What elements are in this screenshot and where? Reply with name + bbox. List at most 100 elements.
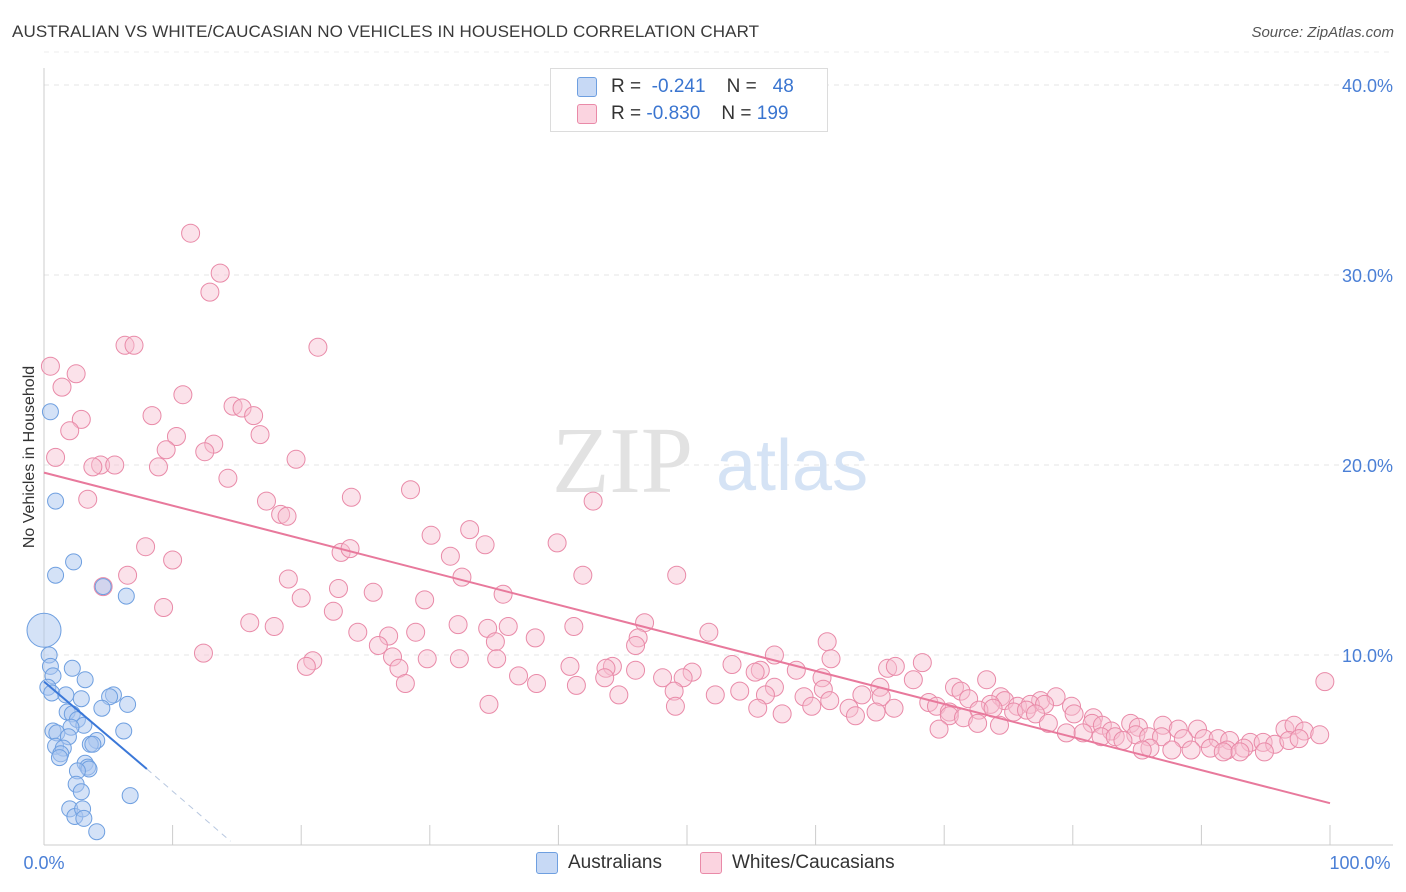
data-point-whites xyxy=(839,698,859,718)
data-point-whites xyxy=(951,681,971,701)
data-point-whites xyxy=(772,704,792,724)
legend-r-value: -0.241 xyxy=(651,76,706,97)
data-point-whites xyxy=(91,455,111,475)
data-point-whites xyxy=(415,590,435,610)
legend-n-label: N = xyxy=(726,76,757,97)
data-point-whites xyxy=(401,480,421,500)
data-point-whites xyxy=(817,632,837,652)
data-point-whites xyxy=(341,487,361,507)
data-point-whites xyxy=(156,440,176,460)
data-point-whites xyxy=(1038,713,1058,733)
legend-row-whites: R = -0.830 N = 199 xyxy=(577,103,788,125)
data-point-australians xyxy=(72,783,90,801)
data-point-australians xyxy=(41,403,59,421)
data-point-whites xyxy=(136,537,156,557)
data-point-whites xyxy=(745,662,765,682)
data-point-whites xyxy=(1046,687,1066,707)
trendline-australians xyxy=(43,680,148,770)
data-point-whites xyxy=(296,656,316,676)
data-point-whites xyxy=(673,668,693,688)
x-ticks xyxy=(172,825,1331,845)
data-point-whites xyxy=(968,713,988,733)
data-point-australians xyxy=(84,735,102,753)
series-australians-points xyxy=(26,403,139,841)
data-point-whites xyxy=(142,406,162,426)
data-point-whites xyxy=(479,694,499,714)
data-point-whites xyxy=(573,565,593,585)
data-point-whites xyxy=(485,632,505,652)
data-point-whites xyxy=(148,457,168,477)
data-point-whites xyxy=(852,685,872,705)
data-point-whites xyxy=(1073,723,1093,743)
data-point-whites xyxy=(105,455,125,475)
data-point-whites xyxy=(653,668,673,688)
data-point-whites xyxy=(699,622,719,642)
data-point-whites xyxy=(475,535,495,555)
data-point-whites xyxy=(730,681,750,701)
data-point-whites xyxy=(308,337,328,357)
data-point-australians xyxy=(119,695,137,713)
legend-swatch-australians xyxy=(577,77,597,97)
data-point-whites xyxy=(83,457,103,477)
data-point-whites xyxy=(66,364,86,384)
data-point-australians xyxy=(76,671,94,689)
data-point-whites xyxy=(498,617,518,636)
data-point-whites xyxy=(509,666,529,686)
data-point-whites xyxy=(991,687,1011,707)
axes xyxy=(43,68,1393,846)
data-point-australians xyxy=(94,578,112,596)
data-point-whites xyxy=(154,598,174,617)
legend-n-value: 48 xyxy=(772,76,794,97)
data-point-whites xyxy=(277,506,297,526)
data-point-whites xyxy=(564,617,584,636)
data-point-whites xyxy=(1026,704,1046,724)
data-point-whites xyxy=(845,706,865,726)
series-legend-whites: Whites/Caucasians xyxy=(700,852,895,874)
y-tick-labels: 10.0% 20.0% 30.0% 40.0% xyxy=(1342,76,1393,666)
y-tick-label: 20.0% xyxy=(1342,456,1393,476)
series-legend-label-australians: Australians xyxy=(568,852,662,873)
data-point-whites xyxy=(256,491,276,511)
data-point-whites xyxy=(1194,729,1214,749)
data-point-whites xyxy=(1254,742,1274,762)
data-point-whites xyxy=(421,525,441,545)
data-point-whites xyxy=(989,715,1009,735)
data-point-whites xyxy=(291,588,311,608)
data-point-whites xyxy=(794,687,814,707)
data-point-whites xyxy=(547,533,567,553)
data-point-whites xyxy=(1315,672,1335,692)
data-point-whites xyxy=(1173,729,1193,749)
data-point-whites xyxy=(664,681,684,701)
legend-row-australians: R = -0.241 N = 48 xyxy=(577,76,794,98)
data-point-whites xyxy=(118,565,138,585)
data-point-whites xyxy=(46,447,66,467)
data-point-australians xyxy=(47,492,65,510)
data-point-whites xyxy=(363,582,383,602)
series-legend-swatch-australians xyxy=(536,852,558,874)
data-point-whites xyxy=(200,282,220,302)
data-point-whites xyxy=(440,546,460,566)
data-point-whites xyxy=(748,698,768,718)
data-point-whites xyxy=(323,601,343,621)
data-point-australians xyxy=(117,587,135,605)
chart-title: AUSTRALIAN VS WHITE/CAUCASIAN NO VEHICLE… xyxy=(12,22,760,41)
series-whites-points xyxy=(40,223,1335,762)
data-point-australians xyxy=(47,566,65,584)
trendline-australians-extension xyxy=(146,768,231,842)
legend-r-value: -0.830 xyxy=(646,103,701,124)
data-point-whites xyxy=(1200,738,1220,758)
data-point-whites xyxy=(1181,740,1201,760)
data-point-whites xyxy=(566,675,586,695)
data-point-whites xyxy=(977,670,997,690)
data-point-whites xyxy=(395,674,415,693)
watermark-zip: ZIP xyxy=(552,409,693,513)
data-point-whites xyxy=(271,504,291,524)
data-point-whites xyxy=(232,398,252,418)
data-point-whites xyxy=(912,653,932,673)
data-point-whites xyxy=(939,706,959,726)
data-point-australians xyxy=(115,722,133,740)
series-legend-australians: Australians xyxy=(536,852,662,874)
data-point-whites xyxy=(250,425,270,445)
data-point-whites xyxy=(884,698,904,718)
data-point-whites xyxy=(595,668,615,688)
